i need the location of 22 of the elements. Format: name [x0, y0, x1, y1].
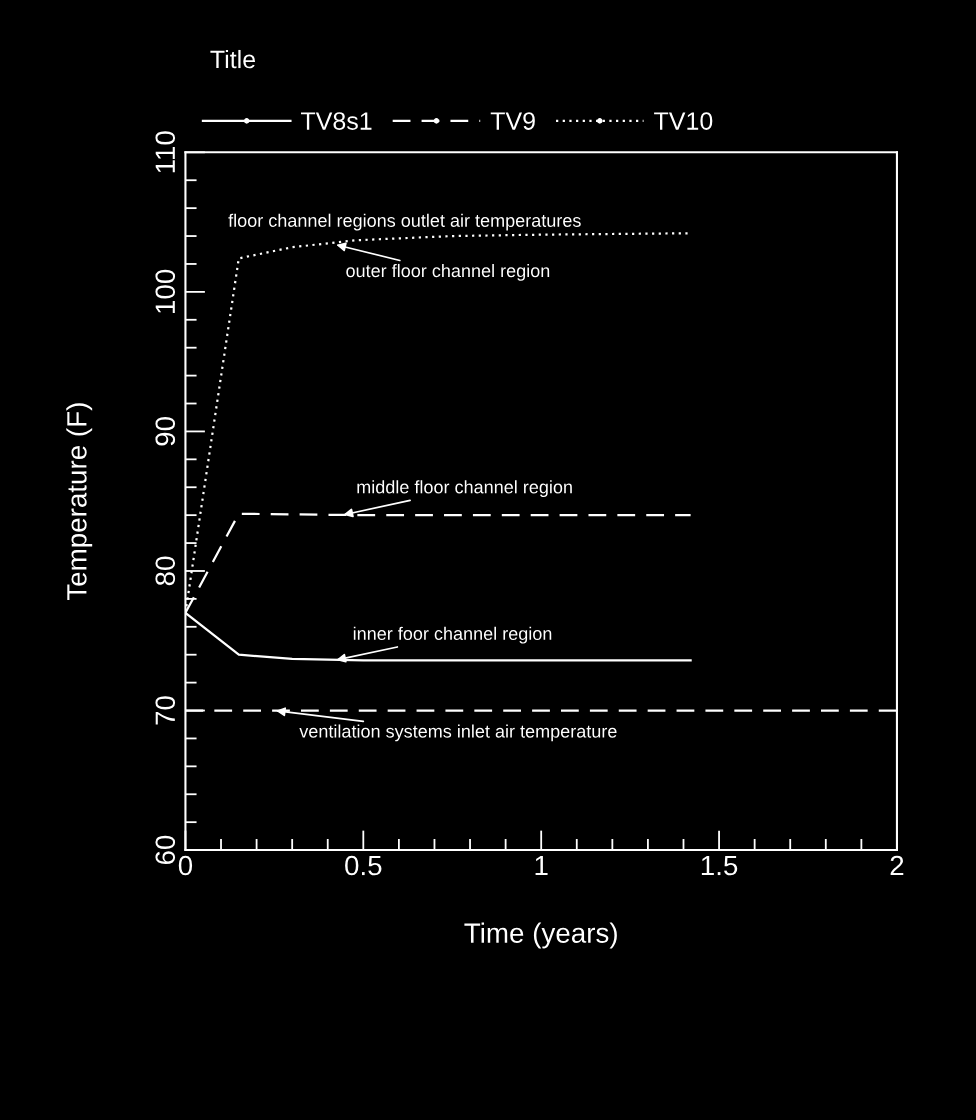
annotation: outer floor channel region — [346, 263, 550, 281]
x-tick-label: 2 — [890, 855, 904, 876]
x-tick-label: 1.5 — [701, 855, 738, 876]
chart-title: Title — [210, 49, 256, 69]
y-tick-label: 90 — [155, 417, 176, 446]
y-tick-label: 70 — [155, 696, 176, 725]
x-tick-label: 0 — [178, 855, 193, 876]
y-tick-label: 60 — [155, 835, 176, 865]
y-tick-label: 110 — [155, 131, 176, 173]
legend-label: TV10 — [654, 112, 713, 130]
x-tick-label: 1 — [535, 855, 548, 876]
annotation: middle floor channel region — [357, 480, 572, 498]
y-tick-label: 100 — [155, 269, 176, 313]
legend-label: TV8s1 — [301, 112, 372, 130]
x-axis-title: Time (years) — [464, 922, 617, 949]
annotation: inner foor channel region — [353, 626, 552, 644]
y-axis-title: Temperature (F) — [66, 403, 93, 601]
x-tick-label: 0.5 — [345, 855, 382, 876]
annotation: ventilation systems inlet air temperature — [299, 724, 617, 742]
y-tick-label: 80 — [155, 556, 176, 586]
annotation: floor channel regions outlet air temperatures — [228, 213, 581, 231]
legend-label: TV9 — [490, 112, 535, 130]
